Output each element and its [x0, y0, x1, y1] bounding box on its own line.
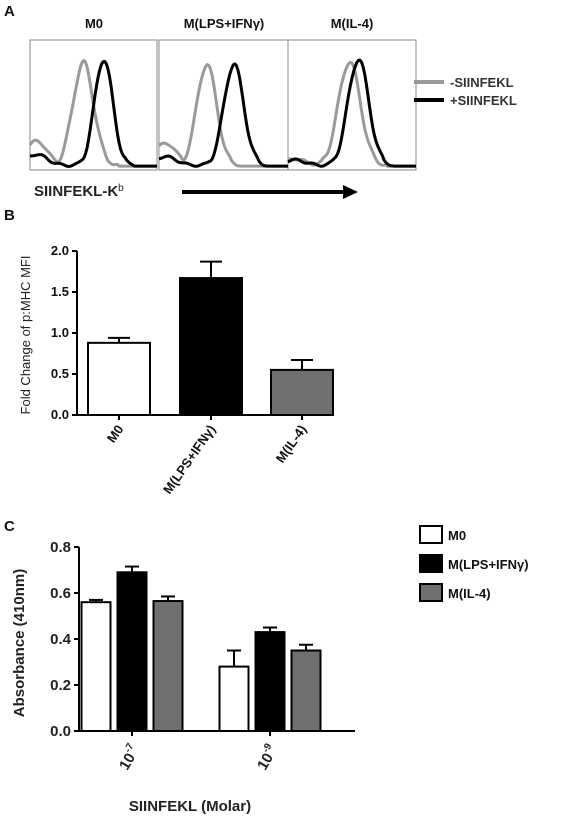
bar-c-1-1 [254, 631, 286, 732]
histogram-legend: -SIINFEKL +SIINFEKL [414, 75, 517, 108]
legend-label-c-0: M0 [448, 528, 466, 543]
bar-b-1 [179, 277, 243, 416]
bar-c-1-0 [218, 665, 250, 732]
histogram-title-il4: M(IL-4) [331, 16, 374, 31]
x-tick-label-b: M(LPS+IFNγ) [160, 422, 218, 497]
legend-label-c-2: M(IL-4) [448, 586, 491, 601]
y-tick-label-b: 0.0 [51, 407, 69, 422]
y-tick-label-c: 0.4 [50, 631, 72, 648]
legend-label-minus-siinfekl: -SIINFEKL [450, 75, 514, 90]
y-tick-label-b: 1.5 [51, 284, 69, 299]
histogram-curve-plus-siinfekl-2 [287, 58, 416, 168]
legend-label-plus-siinfekl: +SIINFEKL [450, 93, 517, 108]
panel-c-bar-chart: Absorbance (410nm) SIINFEKL (Molar) 0.0 0… [11, 525, 529, 815]
y-axis-label-b: Fold Change of p:MHC MFI [18, 256, 33, 415]
bar-c-0-1 [116, 571, 148, 732]
panel-a-histograms: M0 M(LPS+IFNγ) M(IL-4) -SIINFEKL +SIINFE… [28, 16, 517, 201]
bar-c-1-2 [290, 649, 322, 732]
x-tick-label-c: 10-7 [114, 741, 143, 773]
y-tick-label-c: 0.0 [50, 723, 71, 740]
legend-swatch-c-0 [419, 525, 443, 544]
histogram-curve-plus-siinfekl-0 [29, 59, 157, 168]
y-tick-label-b: 1.0 [51, 325, 69, 340]
legend-swatch-c-1 [419, 554, 443, 573]
panel-b-bar-chart: Fold Change of p:MHC MFI 0.0 0.5 1.0 1.5 2.0… [18, 243, 334, 497]
x-axis-label-c: SIINFEKL (Molar) [129, 798, 251, 815]
y-tick-label-b: 2.0 [51, 243, 69, 258]
bar-c-0-0 [80, 601, 112, 733]
bar-b-2 [270, 368, 334, 416]
histogram-x-axis-arrow [182, 185, 358, 199]
histogram-curve-plus-siinfekl-1 [158, 62, 288, 168]
bar-b-0 [87, 341, 151, 416]
bar-legend-c: M0 M(LPS+IFNγ) M(IL-4) [419, 525, 529, 602]
panel-a-label: A [4, 3, 15, 20]
y-tick-label-c: 0.2 [50, 677, 71, 694]
x-tick-label-c: 10-9 [252, 741, 281, 773]
histogram-x-axis-label-main: SIINFEKL-K [34, 183, 118, 200]
histogram-frame-0 [29, 39, 158, 171]
x-tick-label-c-exponent: -7 [123, 741, 137, 755]
histogram-x-axis-label-superscript: b [118, 183, 124, 194]
y-tick-label-c: 0.6 [50, 585, 71, 602]
panel-b-label: B [4, 207, 15, 224]
bar-c-0-2 [152, 600, 184, 732]
panel-c-label: C [4, 518, 15, 535]
legend-swatch-c-2 [419, 583, 443, 602]
histogram-curve-minus-siinfekl-1 [157, 63, 288, 168]
legend-label-c-1: M(LPS+IFNγ) [448, 557, 529, 572]
histogram-frame-2 [287, 39, 417, 171]
x-tick-label-c-exponent: -9 [261, 741, 275, 755]
y-axis-label-c: Absorbance (410nm) [11, 569, 28, 717]
histogram-title-m0: M0 [85, 16, 103, 31]
histogram-title-lps-ifng: M(LPS+IFNγ) [184, 16, 265, 31]
x-tick-label-b: M(IL-4) [273, 422, 310, 466]
y-tick-label-c: 0.8 [50, 539, 71, 556]
x-tick-label-b: M0 [104, 422, 127, 445]
histogram-x-axis-label: SIINFEKL-Kb [34, 183, 124, 201]
y-tick-label-b: 0.5 [51, 366, 69, 381]
